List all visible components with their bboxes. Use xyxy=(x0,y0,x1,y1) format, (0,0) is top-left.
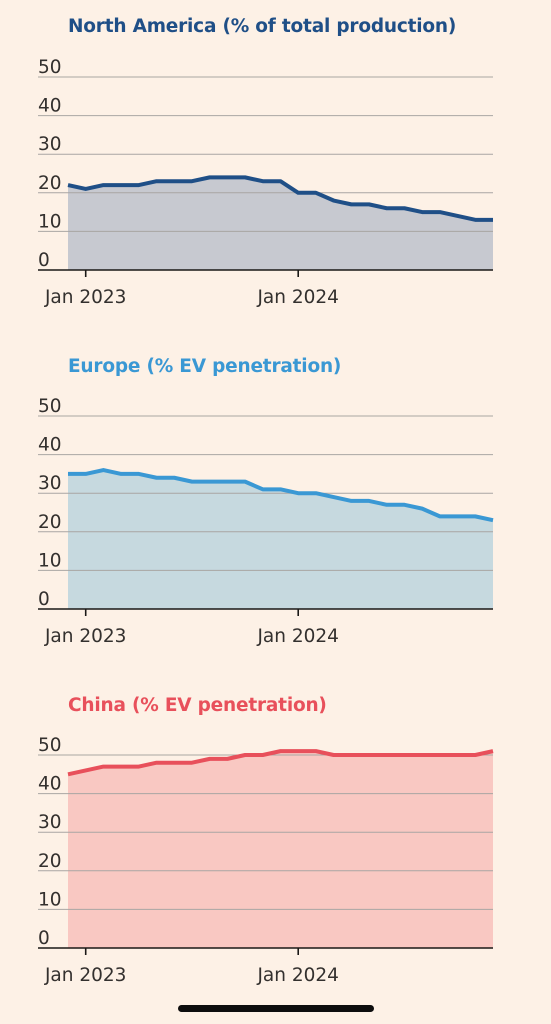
chart-north-america: 0 10 20 30 40 50 Jan 2023 Jan 2024 xyxy=(38,57,494,308)
x-tick-label-jan-2023: Jan 2023 xyxy=(44,965,126,986)
y-tick-label-30: 30 xyxy=(38,812,62,833)
x-tick-label-jan-2024: Jan 2024 xyxy=(256,287,338,308)
y-tick-label-10: 10 xyxy=(38,550,62,571)
area-fill xyxy=(68,751,493,948)
y-tick-label-0: 0 xyxy=(38,250,50,271)
y-tick-label-40: 40 xyxy=(38,774,62,795)
y-tick-label-50: 50 xyxy=(38,735,62,756)
y-tick-label-0: 0 xyxy=(38,928,50,949)
chart-title-china: China (% EV penetration) xyxy=(68,695,327,716)
x-tick-label-jan-2024: Jan 2024 xyxy=(256,626,338,647)
chart-europe: 0 10 20 30 40 50 Jan 2023 Jan 2024 xyxy=(38,396,494,647)
x-tick-label-jan-2023: Jan 2023 xyxy=(44,626,126,647)
y-tick-label-50: 50 xyxy=(38,57,62,78)
home-indicator[interactable] xyxy=(178,1005,374,1012)
chart-china: 0 10 20 30 40 50 Jan 2023 Jan 2024 xyxy=(38,735,494,986)
y-tick-label-30: 30 xyxy=(38,134,62,155)
y-tick-label-20: 20 xyxy=(38,173,62,194)
y-tick-label-10: 10 xyxy=(38,889,62,910)
y-tick-label-50: 50 xyxy=(38,396,62,417)
y-tick-label-30: 30 xyxy=(38,473,62,494)
x-tick-label-jan-2024: Jan 2024 xyxy=(256,965,338,986)
y-tick-label-0: 0 xyxy=(38,589,50,610)
chart-title-north-america: North America (% of total production) xyxy=(68,16,457,37)
y-tick-label-10: 10 xyxy=(38,211,62,232)
chart-title-europe: Europe (% EV penetration) xyxy=(68,356,342,377)
area-fill xyxy=(68,177,493,270)
x-tick-label-jan-2023: Jan 2023 xyxy=(44,287,126,308)
y-tick-label-40: 40 xyxy=(38,96,62,117)
y-tick-label-20: 20 xyxy=(38,512,62,533)
y-tick-label-20: 20 xyxy=(38,851,62,872)
y-tick-label-40: 40 xyxy=(38,435,62,456)
